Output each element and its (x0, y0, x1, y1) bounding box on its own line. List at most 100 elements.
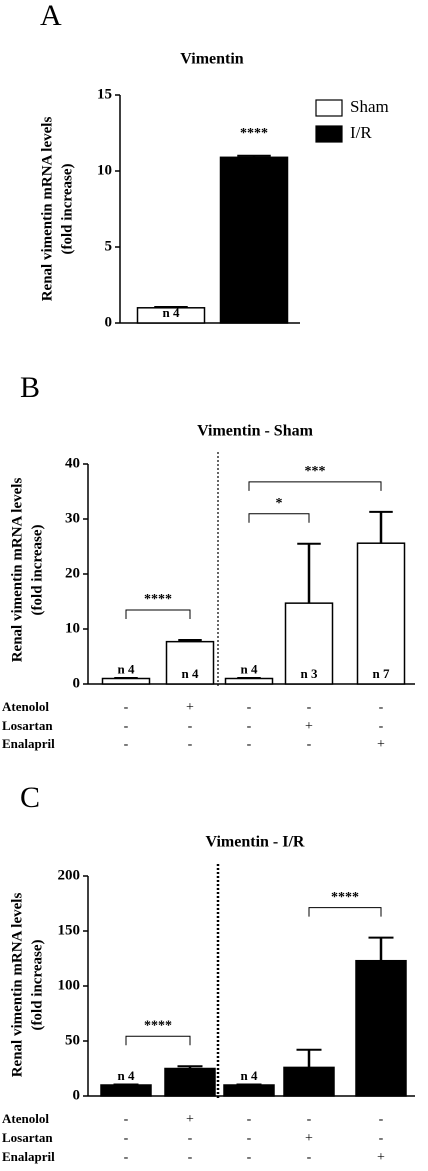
bar (355, 959, 407, 1097)
treatment-sign: - (379, 719, 384, 734)
treatment-sign: - (188, 719, 193, 734)
y-tick-label: 50 (65, 1032, 80, 1048)
n-label: n 4 (246, 305, 263, 320)
treatment-sign: - (247, 737, 252, 752)
treatment-sign: - (188, 737, 193, 752)
chart-title: Vimentin - I/R (206, 834, 305, 851)
y-tick-label: 15 (97, 86, 112, 102)
y-axis-label: (fold increase) (29, 525, 45, 616)
treatment-sign: - (307, 1150, 312, 1165)
y-axis-label: Renal vimentin mRNA levels (9, 478, 25, 663)
y-axis-label: (fold increase) (59, 164, 75, 255)
bar (100, 1084, 152, 1097)
n-label: n 4 (182, 666, 199, 681)
treatment-sign: - (247, 719, 252, 734)
y-axis-label: (fold increase) (29, 940, 45, 1031)
chart-title: Vimentin - Sham (197, 423, 314, 440)
chart-title: Vimentin (180, 51, 244, 68)
treatment-sign: - (124, 719, 129, 734)
y-tick-label: 40 (65, 455, 80, 471)
n-label: n 4 (118, 1068, 135, 1083)
y-tick-label: 30 (65, 510, 80, 526)
y-tick-label: 150 (58, 922, 81, 938)
bracket (308, 907, 382, 917)
y-tick-label: 0 (105, 314, 113, 330)
y-tick-label: 10 (97, 162, 112, 178)
treatment-name: Atenolol (2, 699, 49, 714)
y-tick-label: 0 (73, 1087, 81, 1103)
panel-letter: A (40, 0, 62, 32)
y-tick-label: 0 (73, 675, 81, 691)
significance: **** (144, 1019, 172, 1034)
y-tick-label: 100 (58, 977, 81, 993)
n-label: n 4 (241, 661, 258, 676)
treatment-name: Enalapril (2, 736, 55, 751)
treatment-sign: - (379, 700, 384, 715)
n-label: n 7 (373, 666, 390, 681)
treatment-sign: + (186, 700, 194, 715)
significance: **** (144, 592, 172, 607)
bracket (248, 481, 382, 491)
bracket (125, 1035, 191, 1046)
n-label: n 5 (301, 1078, 318, 1093)
treatment-sign: - (379, 1112, 384, 1127)
bar (356, 542, 406, 685)
n-label: n 3 (301, 666, 318, 681)
y-tick-label: 10 (65, 620, 80, 636)
treatment-sign: - (124, 737, 129, 752)
legend-label: Sham (350, 97, 389, 116)
significance: **** (331, 890, 359, 905)
legend-swatch (315, 99, 343, 117)
y-axis-label: Renal vimentin mRNA levels (39, 117, 55, 302)
treatment-sign: - (307, 1112, 312, 1127)
treatment-sign: - (247, 1112, 252, 1127)
treatment-sign: - (124, 1112, 129, 1127)
significance: * (276, 496, 283, 511)
y-tick-label: 200 (58, 867, 81, 883)
significance: **** (240, 126, 268, 141)
n-label: n 4 (373, 1078, 390, 1093)
bar (284, 602, 334, 685)
treatment-sign: - (124, 700, 129, 715)
legend-swatch (315, 125, 343, 143)
treatment-sign: - (188, 1150, 193, 1165)
bar (219, 156, 289, 324)
treatment-sign: + (305, 719, 313, 734)
treatment-name: Losartan (2, 718, 53, 733)
significance: *** (305, 464, 326, 479)
treatment-sign: - (247, 1131, 252, 1146)
n-label: n 4 (163, 305, 180, 320)
treatment-sign: + (377, 1150, 385, 1165)
treatment-sign: - (379, 1131, 384, 1146)
treatment-sign: - (247, 1150, 252, 1165)
y-axis-label: Renal vimentin mRNA levels (9, 893, 25, 1078)
n-label: n 4 (241, 1068, 258, 1083)
n-label: n 4 (182, 1078, 199, 1093)
treatment-sign: - (124, 1131, 129, 1146)
bar (223, 1084, 275, 1097)
bar (101, 677, 151, 685)
bar (224, 677, 274, 685)
treatment-name: Losartan (2, 1130, 53, 1145)
legend-label: I/R (350, 123, 372, 142)
treatment-sign: + (186, 1112, 194, 1127)
treatment-name: Atenolol (2, 1111, 49, 1126)
treatment-sign: - (188, 1131, 193, 1146)
treatment-sign: - (307, 737, 312, 752)
bar (283, 1066, 335, 1097)
n-label: n 4 (118, 661, 135, 676)
panel-letter: B (20, 371, 40, 404)
treatment-name: Enalapril (2, 1149, 55, 1164)
y-tick-label: 20 (65, 565, 80, 581)
treatment-sign: + (377, 737, 385, 752)
bracket (125, 609, 191, 619)
bracket (248, 513, 310, 523)
panel-letter: C (20, 781, 40, 814)
treatment-sign: + (305, 1131, 313, 1146)
treatment-sign: - (247, 700, 252, 715)
y-tick-label: 5 (105, 238, 113, 254)
treatment-sign: - (124, 1150, 129, 1165)
treatment-sign: - (307, 700, 312, 715)
